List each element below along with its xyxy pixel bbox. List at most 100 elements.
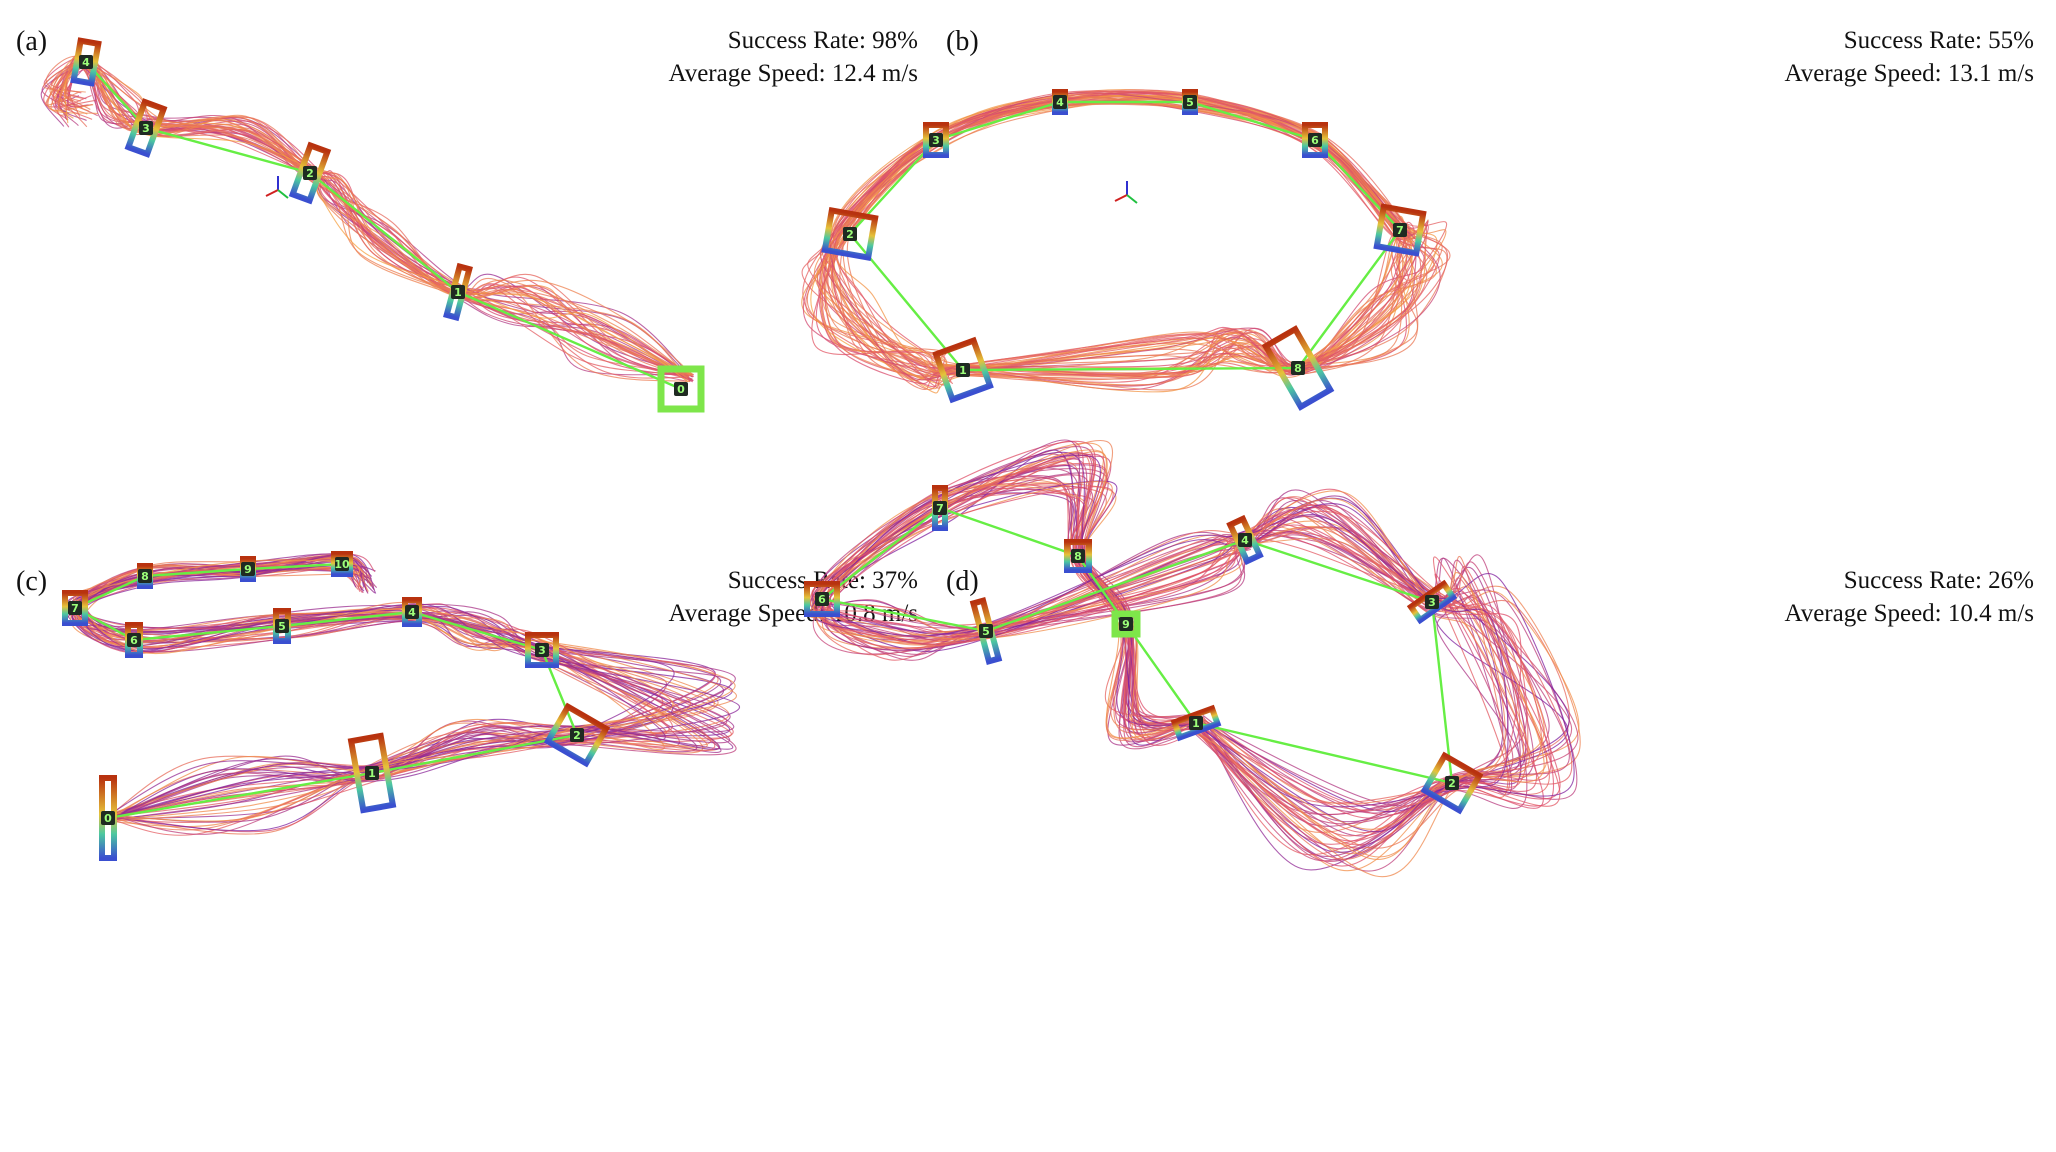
- panel-d-gate-label: 9: [1119, 617, 1133, 631]
- panel-b-gate-number: 7: [1396, 224, 1404, 237]
- panel-c-gate-label: 3: [535, 643, 549, 657]
- panel-d-gate-label: 6: [815, 592, 829, 606]
- panel-a-axes-icon: [265, 176, 289, 199]
- panel-d-gate: [1064, 539, 1092, 573]
- panel-d-gate-frame: [804, 581, 840, 617]
- panel-a-gate: [124, 98, 168, 158]
- panel-b-trajectory: [811, 90, 1440, 373]
- panel-c-gate-number: 8: [141, 570, 149, 583]
- panel-d-success-rate: Success Rate: 26%: [1843, 567, 2034, 594]
- panel-c: (c) Success Rate: 37% Average Speed: 10.…: [0, 551, 940, 1152]
- panel-b-gate-number: 4: [1056, 96, 1064, 109]
- panel-d-gate-frame: [1111, 610, 1141, 638]
- panel-a-stats: Success Rate: 98% Average Speed: 12.4 m/…: [669, 24, 918, 90]
- panel-a-gate: [288, 141, 332, 205]
- panel-b-gate-number: 6: [1311, 134, 1319, 147]
- panel-b-gate: [1302, 122, 1328, 158]
- panel-a-gate-label: 0: [674, 382, 688, 396]
- panel-d: (d) Success Rate: 26% Average Speed: 10.…: [804, 439, 2056, 1152]
- panel-d-gate-frame: [1420, 751, 1484, 815]
- panel-d-trajectory: [826, 454, 1550, 804]
- panel-c-trajectory: [77, 558, 730, 835]
- panel-c-gate-frame: [347, 732, 397, 814]
- panel-c-trajectory: [66, 553, 730, 823]
- panel-d-gate: [1170, 704, 1222, 742]
- panel-d-gate-frame: [1170, 704, 1222, 742]
- panel-c-trajectory: [82, 559, 674, 822]
- panel-d-gate: [1420, 751, 1484, 815]
- panel-b: (b) Success Rate: 55% Average Speed: 13.…: [801, 0, 2056, 560]
- panel-c-gate-number: 10: [334, 558, 350, 571]
- panel-a-gate: [70, 37, 102, 87]
- panel-d-gate-number: 5: [982, 625, 990, 638]
- panel-c-trajectory: [81, 554, 731, 821]
- panel-a-success-rate: Success Rate: 98%: [727, 27, 918, 54]
- panel-c-trajectory: [74, 553, 716, 818]
- panel-b-axes-icon: [1114, 181, 1138, 204]
- panel-b-gate-number: 5: [1186, 96, 1194, 109]
- panel-c-trajectory: [70, 564, 736, 819]
- panel-c-gate: [331, 551, 353, 577]
- panel-b-gate-number: 2: [846, 228, 854, 241]
- panel-b-gate-frame: [1373, 203, 1427, 257]
- panel-b-trajectory: [801, 94, 1427, 393]
- panel-a: (a) Success Rate: 98% Average Speed: 12.…: [0, 0, 940, 560]
- panel-c-trajectory: [70, 563, 719, 831]
- panel-a-gate-number: 2: [306, 167, 314, 180]
- panel-c-trajectory: [71, 558, 680, 833]
- panel-d-gate-number: 6: [818, 593, 826, 606]
- panel-b-gate-label: 4: [1053, 95, 1067, 109]
- panel-d-trajectory: [808, 449, 1545, 830]
- panel-b-gate-number: 3: [932, 134, 940, 147]
- panel-c-gate-label: 4: [405, 605, 419, 619]
- panel-b-gate-label: 7: [1393, 223, 1407, 237]
- panel-a-gate-frame: [124, 98, 168, 158]
- panel-d-trajectory-plot: 1 2 3 4 5 6 7 8 9: [804, 439, 1581, 878]
- panel-d-gate-number: 7: [936, 502, 944, 515]
- panel-b-gate: [932, 336, 994, 404]
- panel-b-gate-label: 5: [1183, 95, 1197, 109]
- panel-b-gate: [923, 122, 949, 158]
- panel-b-gate-frame: [932, 336, 994, 404]
- panel-d-gate-number: 9: [1122, 618, 1130, 631]
- panel-d-gate: [804, 581, 840, 617]
- panel-c-label: (c): [16, 566, 48, 597]
- panel-c-gate-frame: [62, 590, 88, 626]
- panel-a-gate-number: 0: [677, 383, 685, 396]
- panel-b-label: (b): [946, 26, 979, 57]
- panel-b-gate-frame: [1302, 122, 1328, 158]
- panel-d-gate: [1111, 610, 1141, 638]
- panel-c-gate-label: 10: [334, 557, 350, 571]
- panel-c-gate-frame: [525, 632, 559, 668]
- panel-a-gate-number: 4: [82, 56, 90, 69]
- panel-c-trajectories: [65, 553, 740, 836]
- panel-b-trajectory: [829, 92, 1441, 381]
- panel-b-trajectory-plot: 1 2 3 4 5 6 7 8: [801, 89, 1451, 411]
- panel-b-trajectory: [816, 97, 1408, 382]
- panel-b-gate: [821, 207, 879, 261]
- panel-b-gate-label: 6: [1308, 133, 1322, 147]
- panel-d-gate-label: 7: [933, 501, 947, 515]
- panel-c-trajectory: [79, 555, 664, 823]
- panel-d-trajectory: [821, 454, 1575, 833]
- panel-a-gate-label: 3: [139, 121, 153, 135]
- panel-b-gate: [1261, 325, 1335, 411]
- panel-b-gate-label: 1: [956, 363, 970, 377]
- panel-c-gate-frame: [543, 702, 611, 768]
- panel-c-gate-label: 0: [101, 811, 115, 825]
- panel-d-gate-label: 4: [1238, 533, 1252, 547]
- panel-c-reference-path: [72, 562, 579, 820]
- panel-b-gate-label: 8: [1291, 361, 1305, 375]
- panel-c-gate-label: 1: [365, 766, 379, 780]
- panel-c-gate: [62, 590, 88, 626]
- panel-c-gate-number: 3: [538, 644, 546, 657]
- panel-b-trajectory: [821, 90, 1422, 389]
- panel-b-trajectory: [832, 92, 1410, 388]
- panel-c-gate-number: 2: [573, 729, 581, 742]
- panel-c-trajectory: [83, 564, 673, 821]
- panel-d-reference-path: [819, 506, 1454, 785]
- panel-d-gate-label: 8: [1071, 549, 1085, 563]
- panel-d-gate-number: 2: [1448, 777, 1456, 790]
- panel-a-gate-label: 2: [303, 166, 317, 180]
- panel-b-gate-label: 3: [929, 133, 943, 147]
